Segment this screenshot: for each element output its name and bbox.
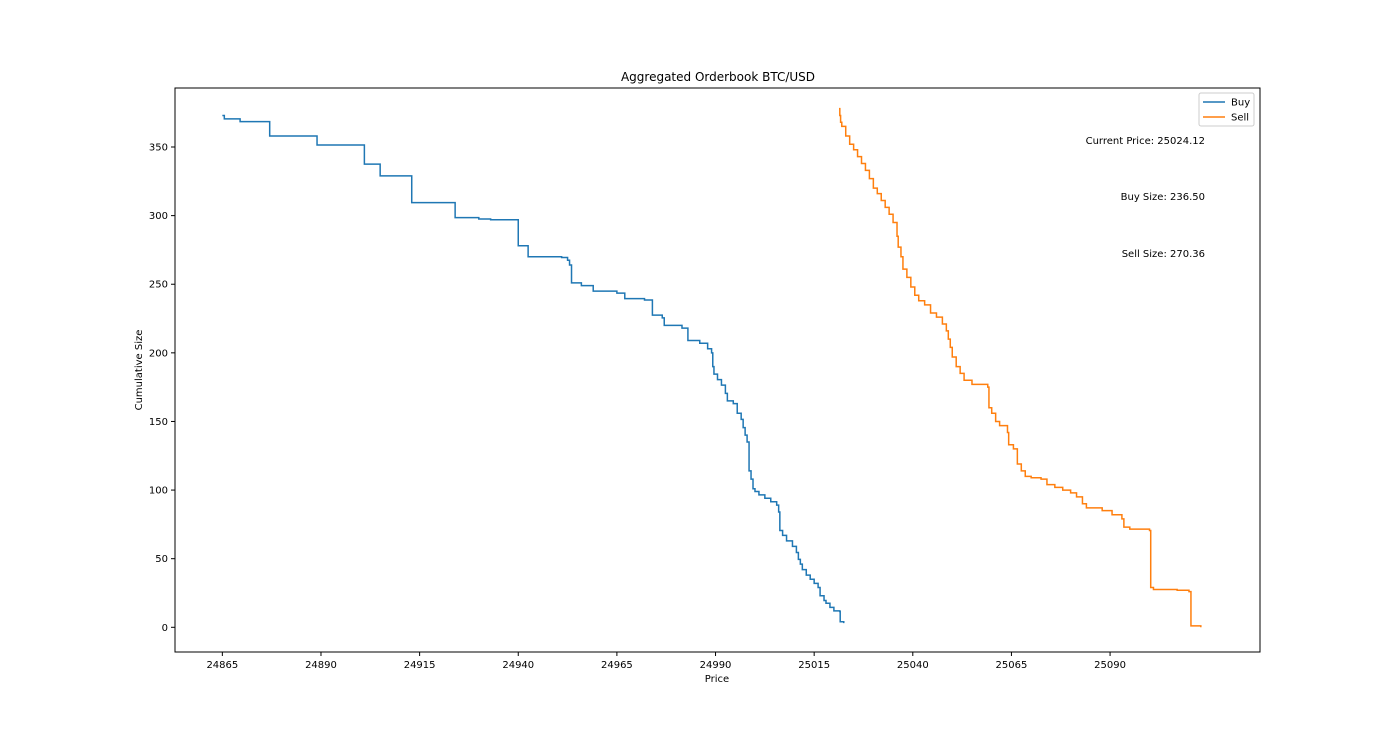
x-tick-label: 25015	[798, 660, 830, 671]
chart-title: Aggregated Orderbook BTC/USD	[621, 70, 815, 84]
series-line-buy	[222, 114, 845, 624]
x-tick-label: 24965	[601, 660, 633, 671]
x-tick-label: 24990	[700, 660, 732, 671]
y-axis: 0 50 100 150 200 250 300 350	[149, 143, 175, 634]
series-layer	[222, 107, 1202, 628]
y-tick-label: 100	[149, 486, 168, 497]
legend-label-buy: Buy	[1231, 98, 1250, 109]
y-tick-label: 300	[149, 211, 168, 222]
y-tick-label: 250	[149, 280, 168, 291]
x-tick-label: 25040	[897, 660, 929, 671]
annotation-3: Sell Size: 270.36	[1122, 249, 1205, 260]
x-tick-label: 24890	[305, 660, 337, 671]
annotation-1: Current Price: 25024.12	[1086, 136, 1205, 147]
legend-label-sell: Sell	[1231, 113, 1249, 124]
series-line-sell	[839, 107, 1202, 628]
legend: Buy Sell	[1198, 92, 1255, 127]
x-tick-label: 24915	[404, 660, 436, 671]
y-tick-label: 0	[162, 623, 168, 634]
y-tick-label: 50	[155, 554, 168, 565]
x-tick-label: 24865	[206, 660, 238, 671]
y-tick-label: 150	[149, 417, 168, 428]
x-tick-label: 24940	[502, 660, 534, 671]
y-tick-label: 350	[149, 143, 168, 154]
y-axis-label: Cumulative Size	[134, 330, 145, 411]
plot-area	[174, 87, 1261, 653]
y-tick-label: 200	[149, 348, 168, 359]
x-axis-label: Price	[705, 674, 729, 685]
x-tick-label: 25065	[996, 660, 1028, 671]
x-tick-label: 25090	[1094, 660, 1126, 671]
x-axis: 24865 24890 24915 24940 24965 24990 25015 25040…	[206, 652, 1126, 671]
annotation-2: Buy Size: 236.50	[1121, 192, 1205, 203]
annotations: Current Price: 25024.12 Buy Size: 236.50 S…	[1086, 136, 1205, 260]
